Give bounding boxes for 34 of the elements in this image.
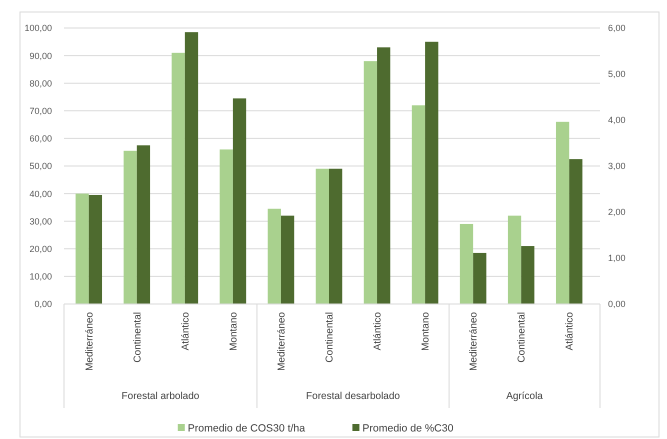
text: Agrícola [506, 391, 544, 402]
y2-tick-label: 4,00 [608, 115, 626, 126]
x-tick-label: Montano [228, 312, 240, 351]
y-tick-label: 80,00 [29, 78, 52, 88]
y2-tick-label: 0,00 [608, 299, 626, 310]
x-tick-label: Atlántico [180, 312, 192, 350]
text: Forestal desarbolado [306, 391, 400, 402]
x-tick-label: Continental [516, 312, 528, 363]
y-tick-label: 50,00 [29, 161, 52, 172]
x-tick-label: Atlántico [372, 312, 384, 350]
y-tick-label: 100,00 [24, 23, 52, 34]
y2-tick-label: 6,00 [608, 23, 626, 34]
y-tick-label: 90,00 [29, 50, 52, 61]
y2-tick-label: 5,00 [608, 69, 626, 80]
legend-label: Promedio de %C30 [362, 422, 454, 435]
y-tick-label: 10,00 [29, 272, 52, 282]
y2-tick-label: 3,00 [608, 161, 626, 172]
y-tick-label: 40,00 [29, 188, 52, 199]
x-tick-label: Montano [420, 312, 432, 351]
y-tick-label: 30,00 [29, 216, 52, 226]
text: Forestal arbolado [122, 391, 200, 402]
y-tick-label: 0,00 [34, 299, 52, 310]
y2-tick-label: 1,00 [608, 253, 626, 264]
y-tick-label: 70,00 [29, 106, 52, 116]
y-tick-label: 20,00 [29, 244, 52, 254]
x-tick-label: Atlántico [564, 312, 576, 350]
x-tick-label: Mediterráneo [84, 312, 96, 371]
x-tick-label: Continental [324, 312, 336, 363]
x-tick-label: Continental [132, 312, 144, 363]
legend-label: Promedio de COS30 t/ha [188, 422, 306, 435]
y-tick-label: 60,00 [29, 134, 52, 144]
y2-tick-label: 2,00 [608, 207, 626, 218]
x-tick-label: Mediterráneo [468, 312, 480, 371]
x-tick-label: Mediterráneo [276, 312, 288, 371]
